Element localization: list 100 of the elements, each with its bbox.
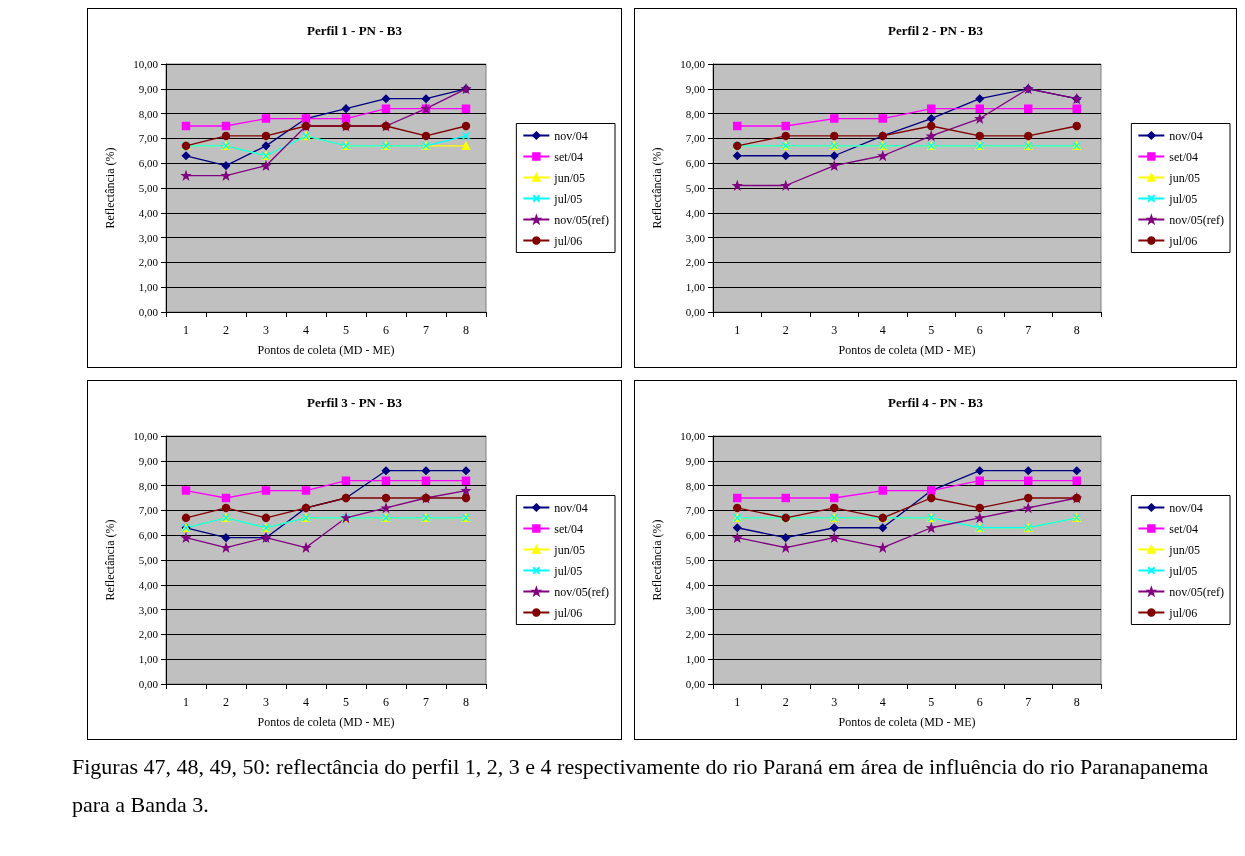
- legend-label: jun/05: [1168, 542, 1201, 557]
- y-tick-label: 6,00: [138, 529, 159, 542]
- x-tick-label: 7: [1025, 323, 1032, 337]
- x-tick-label: 6: [383, 695, 389, 709]
- y-tick-label: 4,00: [685, 206, 706, 219]
- legend-label: set/04: [554, 149, 584, 164]
- legend-label: nov/04: [554, 128, 588, 143]
- y-tick-label: 1,00: [138, 281, 159, 294]
- x-tick-label: 1: [734, 695, 741, 709]
- y-tick-label: 6,00: [685, 529, 706, 542]
- y-tick-label: 10,00: [680, 58, 706, 70]
- x-tick-label: 4: [879, 695, 886, 709]
- y-tick-label: 3,00: [685, 603, 706, 616]
- x-tick-label: 7: [423, 323, 429, 337]
- text: Figuras 47, 48, 49, 50: reflectância do perfil 1, 2, 3 e 4 respectivamente do rio Paraná em área de influência do rio Paranapanema para a Banda 3.: [72, 753, 1210, 819]
- x-tick-label: 6: [383, 323, 389, 337]
- x-tick-label: 8: [463, 323, 469, 337]
- x-tick-label: 7: [423, 695, 429, 709]
- x-tick-label: 4: [303, 695, 309, 709]
- y-tick-label: 0,00: [138, 678, 159, 690]
- legend-label: jul/05: [1168, 191, 1198, 206]
- x-tick-label: 2: [782, 695, 789, 709]
- x-tick-label: 6: [976, 695, 983, 709]
- x-axis-title: Pontos de coleta (MD - ME): [838, 343, 976, 357]
- legend-label: nov/04: [1169, 128, 1203, 143]
- y-tick-label: 2,00: [138, 628, 159, 641]
- x-tick-label: 5: [343, 323, 349, 337]
- chart-title: Perfil 1 - PN - B3: [307, 23, 403, 38]
- legend-label: jul/06: [1168, 233, 1198, 248]
- legend-label: jul/05: [553, 191, 583, 206]
- x-tick-label: 3: [263, 323, 269, 337]
- legend-label: set/04: [1169, 149, 1199, 164]
- x-tick-label: 3: [831, 695, 838, 709]
- y-tick-label: 5,00: [685, 182, 706, 194]
- chart-title: Perfil 3 - PN - B3: [307, 395, 403, 410]
- y-tick-label: 1,00: [685, 281, 706, 294]
- y-tick-label: 9,00: [138, 82, 159, 95]
- y-tick-label: 6,00: [138, 157, 159, 170]
- x-tick-label: 5: [928, 695, 935, 709]
- legend-label: nov/04: [554, 500, 588, 515]
- y-tick-label: 10,00: [680, 430, 706, 442]
- x-axis-title: Pontos de coleta (MD - ME): [838, 715, 976, 729]
- y-tick-label: 2,00: [685, 628, 706, 641]
- y-tick-label: 9,00: [685, 82, 706, 95]
- y-tick-label: 7,00: [685, 504, 706, 517]
- x-tick-label: 1: [183, 323, 189, 337]
- y-tick-label: 0,00: [685, 678, 706, 690]
- legend-label: jul/06: [1168, 605, 1198, 620]
- y-tick-label: 1,00: [685, 653, 706, 666]
- y-axis-title: Reflectância (%): [103, 519, 117, 601]
- y-axis-title: Reflectância (%): [103, 147, 117, 229]
- legend-label: nov/04: [1169, 500, 1203, 515]
- x-tick-label: 1: [183, 695, 189, 709]
- legend-label: jun/05: [1168, 170, 1201, 185]
- y-tick-label: 5,00: [138, 554, 159, 566]
- y-tick-label: 10,00: [133, 430, 159, 442]
- y-tick-label: 3,00: [685, 231, 706, 244]
- x-tick-label: 3: [831, 323, 838, 337]
- x-tick-label: 1: [734, 323, 741, 337]
- y-axis-title: Reflectância (%): [650, 147, 664, 229]
- y-tick-label: 5,00: [685, 554, 706, 566]
- x-tick-label: 5: [343, 695, 349, 709]
- x-tick-label: 2: [782, 323, 789, 337]
- x-tick-label: 2: [223, 323, 229, 337]
- y-tick-label: 10,00: [133, 58, 159, 70]
- y-tick-label: 7,00: [138, 504, 159, 517]
- y-tick-label: 6,00: [685, 157, 706, 170]
- legend-label: nov/05(ref): [554, 212, 610, 227]
- legend-label: jul/05: [553, 563, 583, 578]
- y-tick-label: 8,00: [685, 107, 706, 120]
- legend-label: set/04: [1169, 521, 1199, 536]
- y-tick-label: 4,00: [138, 206, 159, 219]
- y-tick-label: 3,00: [138, 231, 159, 244]
- y-tick-label: 2,00: [685, 256, 706, 269]
- y-tick-label: 7,00: [685, 132, 706, 145]
- y-tick-label: 9,00: [138, 454, 159, 467]
- y-tick-label: 7,00: [138, 132, 159, 145]
- chart-title: Perfil 2 - PN - B3: [888, 23, 984, 38]
- x-tick-label: 8: [1073, 323, 1080, 337]
- y-tick-label: 8,00: [138, 107, 159, 120]
- legend-label: jun/05: [553, 542, 586, 557]
- x-tick-label: 5: [928, 323, 935, 337]
- x-tick-label: 7: [1025, 695, 1032, 709]
- x-tick-label: 8: [463, 695, 469, 709]
- y-tick-label: 2,00: [138, 256, 159, 269]
- x-tick-label: 2: [223, 695, 229, 709]
- legend-label: nov/05(ref): [554, 584, 610, 599]
- x-tick-label: 4: [303, 323, 309, 337]
- legend-label: jun/05: [553, 170, 586, 185]
- x-axis-title: Pontos de coleta (MD - ME): [257, 343, 395, 357]
- legend-label: nov/05(ref): [1169, 212, 1225, 227]
- y-tick-label: 9,00: [685, 454, 706, 467]
- legend-label: set/04: [554, 521, 584, 536]
- x-tick-label: 6: [976, 323, 983, 337]
- x-tick-label: 3: [263, 695, 269, 709]
- y-tick-label: 8,00: [138, 479, 159, 492]
- y-tick-label: 0,00: [138, 306, 159, 318]
- y-tick-label: 4,00: [138, 578, 159, 591]
- y-tick-label: 1,00: [138, 653, 159, 666]
- x-axis-title: Pontos de coleta (MD - ME): [257, 715, 395, 729]
